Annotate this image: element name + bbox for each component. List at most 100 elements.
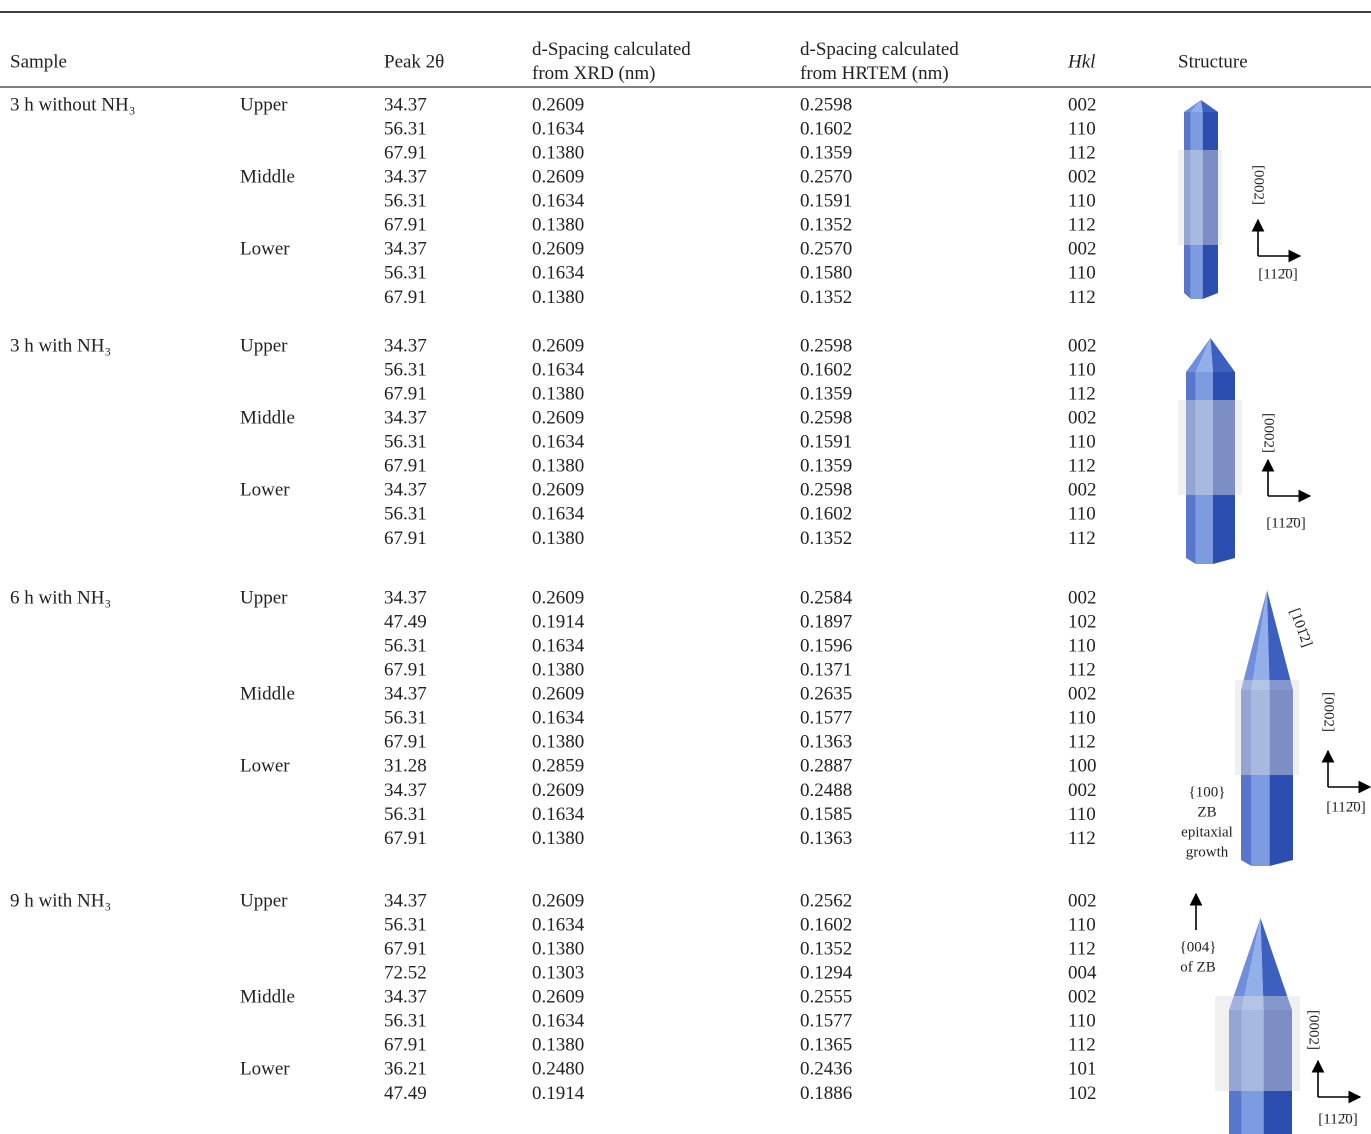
cell: 0.1363	[800, 828, 852, 849]
cell: 0.2598	[800, 480, 852, 501]
header-cell: Hkl	[1067, 51, 1095, 72]
cell: 112	[1068, 938, 1096, 959]
rod-face	[1195, 338, 1213, 372]
cell: 0.2609	[532, 335, 584, 356]
cell: 56.31	[384, 263, 427, 284]
note: ZB	[1197, 804, 1216, 820]
note: growth	[1186, 844, 1229, 860]
cell: 0.2609	[532, 587, 584, 608]
cell: 67.91	[384, 528, 427, 549]
rod-face	[1210, 338, 1235, 372]
cell: 110	[1068, 191, 1096, 212]
cell: 56.31	[384, 914, 427, 935]
cell: 56.31	[384, 359, 427, 380]
cell: 0.1634	[532, 708, 585, 729]
cell: 31.28	[384, 756, 427, 777]
cell: 67.91	[384, 660, 427, 681]
cell: 0.1634	[532, 504, 585, 525]
cell: 0.1585	[800, 804, 852, 825]
cell: 56.31	[384, 118, 427, 139]
position: Upper	[240, 94, 288, 115]
cell: 67.91	[384, 732, 427, 753]
rod-face	[1212, 372, 1235, 564]
cell: 112	[1068, 215, 1096, 236]
cell: 67.91	[384, 828, 427, 849]
cell: 67.91	[384, 383, 427, 404]
axis-label: [112̄0]	[1326, 799, 1365, 815]
sample-name: 6 h with NH₃	[10, 587, 111, 608]
position: Lower	[240, 480, 290, 501]
cell: 112	[1068, 456, 1096, 477]
cell: 110	[1068, 635, 1096, 656]
cell: 0.1886	[800, 1083, 852, 1104]
cell: 0.2609	[532, 780, 584, 801]
cell: 0.1914	[532, 1083, 585, 1104]
position: Middle	[240, 684, 295, 705]
cell: 0.2609	[532, 167, 584, 188]
position: Upper	[240, 335, 288, 356]
cell: 0.2488	[800, 780, 852, 801]
axis-label: [0002]	[1261, 413, 1277, 453]
cell: 102	[1068, 1083, 1097, 1104]
cell: 67.91	[384, 215, 427, 236]
cell: 0.1634	[532, 191, 585, 212]
cell: 0.1634	[532, 804, 585, 825]
rod-face	[1186, 372, 1196, 564]
cell: 002	[1068, 239, 1097, 260]
cell: 56.31	[384, 708, 427, 729]
cell: 0.1380	[532, 660, 584, 681]
cell: 112	[1068, 660, 1096, 681]
cell: 112	[1068, 528, 1096, 549]
rod-face	[1251, 590, 1270, 690]
position: Lower	[240, 239, 290, 260]
cell: 110	[1068, 804, 1096, 825]
cell: 67.91	[384, 938, 427, 959]
cell: 002	[1068, 987, 1097, 1008]
cell: 36.21	[384, 1059, 427, 1080]
cell: 110	[1068, 118, 1096, 139]
rod-face	[1186, 338, 1211, 372]
cell: 0.2609	[532, 890, 584, 911]
cell: 0.2555	[800, 987, 852, 1008]
rod-face	[1202, 112, 1218, 299]
cell: 34.37	[384, 684, 427, 705]
cell: 34.37	[384, 480, 427, 501]
overlay	[1178, 400, 1242, 495]
rod-face	[1251, 690, 1270, 866]
cell: 002	[1068, 167, 1097, 188]
axis-label: [0002]	[1306, 1010, 1322, 1050]
rod-face	[1260, 918, 1292, 1010]
rod-face	[1229, 918, 1261, 1010]
cell: 0.1602	[800, 359, 852, 380]
cell: 0.2570	[800, 167, 852, 188]
cell: 0.1371	[800, 660, 852, 681]
cell: 112	[1068, 383, 1096, 404]
cell: 0.1352	[800, 528, 852, 549]
cell: 110	[1068, 708, 1096, 729]
cell: 0.1634	[532, 118, 585, 139]
cell: 0.1634	[532, 432, 585, 453]
overlay	[1235, 680, 1299, 775]
header-cell: d-Spacing calculated from XRD (nm)	[532, 39, 691, 84]
cell: 110	[1068, 263, 1096, 284]
cell: 34.37	[384, 335, 427, 356]
header-cell: Peak 2θ	[384, 51, 444, 72]
cell: 72.52	[384, 963, 427, 984]
cell: 002	[1068, 480, 1097, 501]
rod-face	[1269, 690, 1293, 866]
position: Middle	[240, 167, 295, 188]
cell: 0.2609	[532, 480, 584, 501]
cell: 56.31	[384, 191, 427, 212]
header-line: d-Spacing calculated	[532, 39, 691, 60]
cell: 56.31	[384, 804, 427, 825]
rod-face	[1241, 690, 1252, 866]
cell: 0.1380	[532, 528, 584, 549]
cell: 34.37	[384, 167, 427, 188]
position: Middle	[240, 408, 295, 429]
cell: 0.2609	[532, 987, 584, 1008]
axis-label: [0002]	[1321, 692, 1337, 732]
cell: 0.1365	[800, 1035, 852, 1056]
cell: 0.2598	[800, 94, 852, 115]
rod-face	[1184, 100, 1201, 112]
cell: 0.1380	[532, 828, 584, 849]
